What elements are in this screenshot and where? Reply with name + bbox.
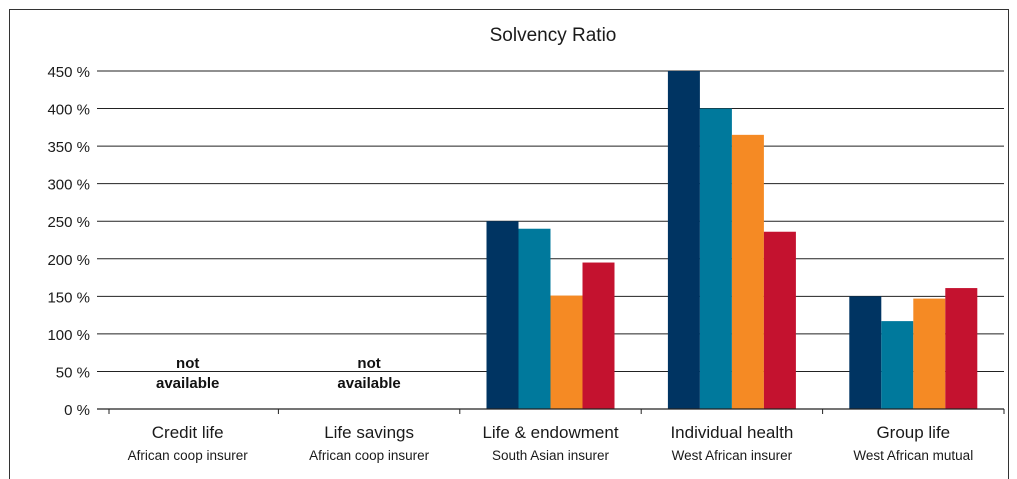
x-tick-label: Credit life (152, 423, 224, 442)
chart-frame (9, 9, 1009, 479)
bar (913, 298, 946, 409)
y-tick-label: 150 % (47, 289, 90, 306)
bar (849, 296, 882, 409)
y-tick-label: 50 % (56, 364, 90, 381)
y-tick-label: 0 % (64, 402, 90, 419)
x-axis-labels: Credit life African coop insurer Life savi… (128, 423, 974, 463)
x-tick-sublabel: West African insurer (672, 448, 793, 463)
y-tick-label: 450 % (47, 64, 90, 81)
x-tick-sublabel: South Asian insurer (492, 448, 610, 463)
annotations: not available not available (156, 355, 401, 392)
not-available-label: available (337, 375, 400, 392)
y-tick-label: 100 % (47, 327, 90, 344)
bar (486, 221, 519, 409)
bar (881, 321, 914, 409)
x-tick-sublabel: African coop insurer (128, 448, 249, 463)
y-tick-label: 250 % (47, 214, 90, 231)
bar (945, 288, 978, 409)
not-available-label: not (176, 355, 199, 372)
x-tick-label: Life & endowment (482, 423, 618, 442)
bars (486, 71, 978, 410)
x-tick-label: Life savings (324, 423, 414, 442)
x-tick-sublabel: African coop insurer (309, 448, 430, 463)
y-tick-label: 400 % (47, 102, 90, 119)
y-tick-label: 200 % (47, 252, 90, 269)
bar (763, 231, 796, 409)
bar (667, 71, 700, 409)
chart-title: Solvency Ratio (490, 25, 617, 46)
y-axis-ticks: 0 % 50 % 100 % 150 % 200 % 250 % 300 % 350 % 400… (47, 64, 90, 419)
not-available-label: not (357, 355, 380, 372)
x-tick-label: Group life (876, 423, 950, 442)
x-tick-label: Individual health (670, 423, 793, 442)
x-tick-sublabel: West African mutual (853, 448, 973, 463)
bar (582, 262, 615, 409)
bar (731, 134, 764, 409)
y-tick-label: 300 % (47, 177, 90, 194)
bar (550, 295, 583, 409)
bar (699, 108, 732, 410)
not-available-label: available (156, 375, 219, 392)
bar (518, 228, 551, 409)
x-axis (97, 408, 1005, 414)
y-tick-label: 350 % (47, 139, 90, 156)
